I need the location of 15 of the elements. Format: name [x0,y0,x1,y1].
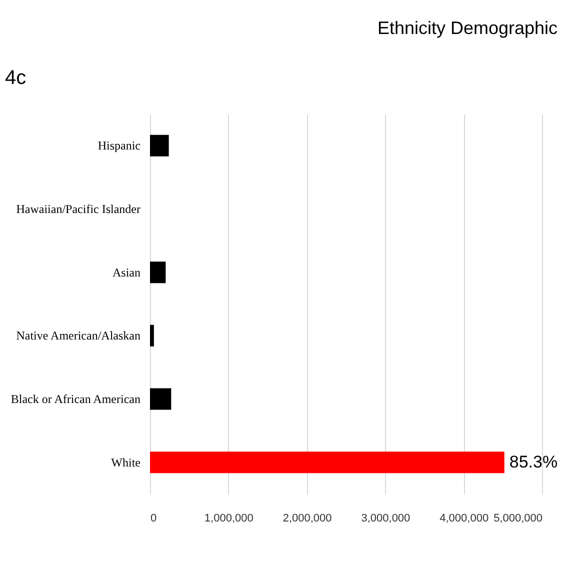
y-tick-label: Black or African American [10,392,140,406]
y-tick-label: Native American/Alaskan [16,328,140,343]
annotation: 85.3% [509,452,558,472]
y-tick-label: Hawaiian/Pacific Islander [16,202,140,216]
chart-title: Ethnicity Demographic [377,18,558,38]
x-tick-label: 1,000,000 [204,512,254,524]
x-tick-label: 2,000,000 [282,512,332,524]
x-tick-label: 3,000,000 [361,512,410,524]
text: 4c [5,67,26,89]
y-tick-label: Asian [112,265,140,280]
x-tick-label: 5,000,000 [494,512,542,524]
y-tick-label: Hispanic [98,138,140,153]
y-tick-label: White [111,455,140,470]
x-tick-label: 0 [150,512,157,524]
x-tick-label: 4,000,000 [440,512,489,524]
